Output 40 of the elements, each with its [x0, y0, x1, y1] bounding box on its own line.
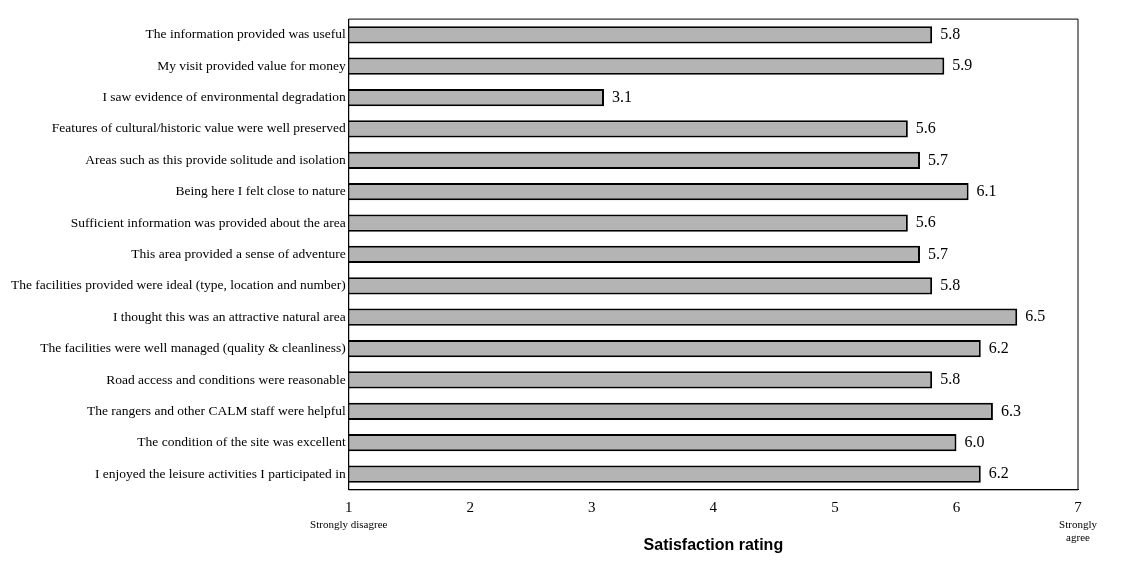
data-label: 6.2	[988, 464, 1009, 482]
x-tick-label: 1	[344, 498, 353, 515]
data-label: 6.1	[976, 181, 997, 199]
y-tick-label: The information provided was useful	[145, 26, 346, 42]
y-tick-label: I thought this was an attractive natural area	[112, 308, 346, 324]
y-tick-label: I saw evidence of environmental degradation	[102, 89, 346, 105]
data-label: 5.8	[940, 276, 961, 294]
data-label: 6.3	[1000, 401, 1021, 419]
y-tick-label: The condition of the site was excellent	[137, 434, 346, 450]
x-tick-label: 4	[709, 498, 718, 515]
text: Strongly agree	[1059, 518, 1098, 544]
data-label: 5.7	[927, 150, 948, 168]
data-label: 5.6	[915, 119, 936, 137]
y-tick-label: This area provided a sense of adventure	[131, 246, 346, 261]
y-tick-label: My visit provided value for money	[157, 57, 346, 73]
x-tick-label: 5	[831, 498, 839, 515]
data-label: 3.1	[611, 87, 632, 105]
y-tick-label: I enjoyed the leisure activities I participated in	[94, 465, 346, 481]
y-tick-label: Road access and conditions were reasonable	[106, 371, 346, 387]
data-label: 5.8	[940, 24, 961, 42]
x-tick-label: 6	[952, 498, 961, 515]
y-tick-label: Being here I felt close to nature	[175, 183, 346, 199]
x-tick-label: 3	[588, 498, 596, 515]
data-label: 5.8	[940, 370, 961, 388]
y-tick-label: Sufficient information was provided about the area	[70, 214, 346, 230]
data-label: 5.7	[927, 244, 948, 262]
y-tick-label: The rangers and other CALM staff were helpful	[86, 402, 346, 418]
y-tick-label: Areas such as this provide solitude and isolation	[85, 151, 346, 167]
text: Strongly disagree	[310, 518, 388, 531]
x-tick-label: 2	[466, 498, 475, 515]
data-label: 6.5	[1025, 307, 1046, 325]
x-axis-title: Satisfaction rating	[643, 535, 784, 553]
y-tick-label: The facilities provided were ideal (type, location and number)	[10, 277, 346, 293]
data-label: 6.0	[964, 432, 985, 450]
y-tick-label: The facilities were well managed (quality & cleanliness)	[40, 340, 346, 356]
data-label: 5.9	[952, 56, 973, 74]
data-label: 6.2	[988, 338, 1009, 356]
data-label: 5.6	[915, 213, 936, 231]
y-tick-label: Features of cultural/historic value were well preserved	[51, 120, 346, 136]
x-tick-label: 7	[1074, 498, 1083, 515]
